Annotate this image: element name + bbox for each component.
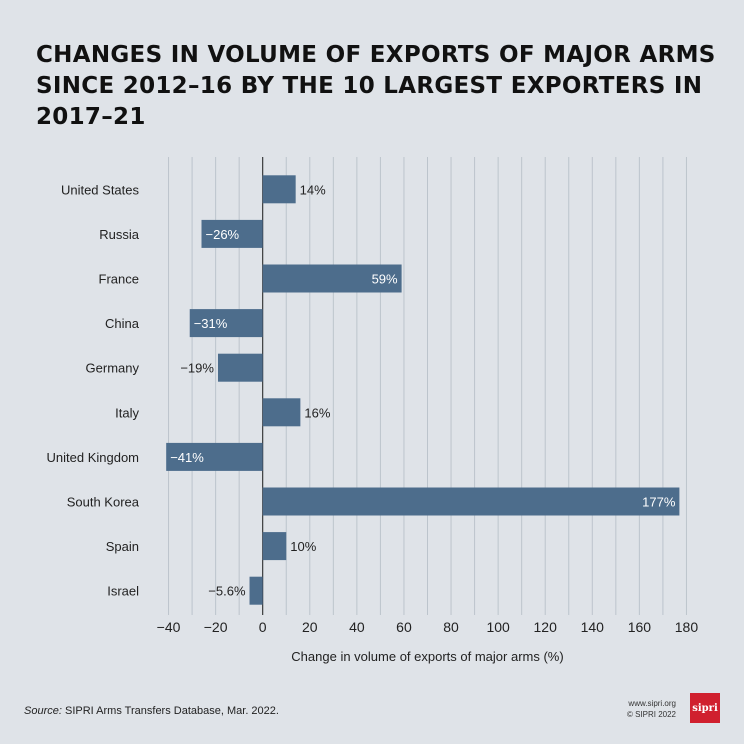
x-tick-label: 80 bbox=[443, 619, 459, 635]
x-tick-label: 160 bbox=[628, 619, 652, 635]
x-axis-label: Change in volume of exports of major arm… bbox=[291, 649, 563, 664]
bar bbox=[262, 398, 301, 427]
category-label: China bbox=[105, 316, 140, 331]
x-tick-label: 0 bbox=[259, 619, 267, 635]
x-tick-label: 60 bbox=[396, 619, 412, 635]
bar bbox=[166, 442, 263, 471]
category-label: United States bbox=[61, 182, 140, 197]
value-label: −26% bbox=[206, 227, 240, 242]
category-label: Israel bbox=[107, 584, 139, 599]
bar bbox=[201, 219, 263, 248]
x-tick-label: −40 bbox=[157, 619, 181, 635]
x-tick-label: 20 bbox=[302, 619, 318, 635]
category-label: Italy bbox=[115, 405, 139, 420]
x-tick-label: 140 bbox=[581, 619, 605, 635]
bar-chart: −40 −20 0 20 40 60 80 100 120 140 160 180 Change in … bbox=[47, 157, 699, 664]
category-label: Spain bbox=[106, 539, 139, 554]
bar bbox=[217, 353, 263, 382]
value-label: 59% bbox=[372, 272, 398, 287]
category-label: South Korea bbox=[67, 495, 140, 510]
sipri-logo: sipri bbox=[690, 693, 720, 723]
value-label: 14% bbox=[300, 182, 326, 197]
credits: www.sipri.org © SIPRI 2022 bbox=[566, 698, 676, 720]
value-label: −41% bbox=[170, 450, 204, 465]
x-tick-label: 120 bbox=[534, 619, 558, 635]
value-label: 10% bbox=[290, 539, 316, 554]
category-label: Germany bbox=[86, 361, 140, 376]
source-text: SIPRI Arms Transfers Database, Mar. 2022… bbox=[61, 705, 279, 717]
bar bbox=[262, 487, 680, 516]
credits-copyright: © SIPRI 2022 bbox=[626, 710, 676, 719]
category-label: Russia bbox=[99, 227, 140, 242]
value-label: 16% bbox=[304, 405, 330, 420]
value-label: −5.6% bbox=[208, 584, 246, 599]
source-note: Source: SIPRI Arms Transfers Database, M… bbox=[24, 705, 279, 717]
bar bbox=[189, 309, 263, 338]
value-label: −31% bbox=[194, 316, 228, 331]
category-label: France bbox=[99, 272, 139, 287]
source-label: Source: bbox=[24, 705, 62, 717]
category-label: United Kingdom bbox=[47, 450, 140, 465]
x-tick-label: 180 bbox=[675, 619, 699, 635]
bar bbox=[249, 576, 263, 605]
credits-url: www.sipri.org bbox=[628, 699, 676, 708]
x-tick-label: 100 bbox=[486, 619, 510, 635]
bar bbox=[262, 264, 402, 293]
bar bbox=[262, 532, 287, 561]
value-label: −19% bbox=[180, 361, 214, 376]
value-label: 177% bbox=[642, 495, 676, 510]
chart-title: CHANGES IN VOLUME OF EXPORTS OF MAJOR AR… bbox=[36, 42, 716, 130]
x-tick-label: −20 bbox=[204, 619, 228, 635]
x-tick-label: 40 bbox=[349, 619, 365, 635]
bar bbox=[262, 175, 296, 204]
